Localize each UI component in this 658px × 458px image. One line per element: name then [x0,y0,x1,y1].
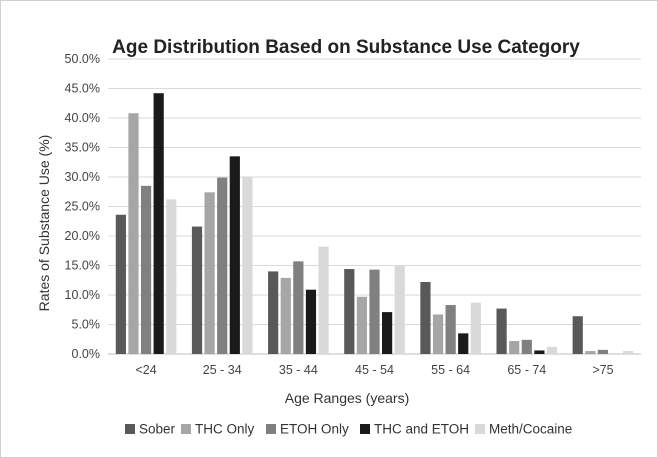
bar [470,302,481,354]
legend-swatch [360,424,370,434]
legend-label: THC Only [195,422,255,437]
bar [509,341,520,354]
bar [191,226,203,354]
bar [128,113,139,354]
legend-label: THC and ETOH [374,422,469,437]
bar [521,339,532,354]
y-tick-label: 35.0% [65,141,100,155]
x-axis-ticks: <24 25 - 34 35 - 44 45 - 54 55 - 64 65 - 74 >7… [135,363,613,377]
bar [496,308,507,354]
bar [356,296,367,354]
legend-label: Sober [139,422,176,437]
x-tick-label: 65 - 74 [507,363,546,377]
bars [115,93,634,354]
x-tick-label: 25 - 34 [203,363,242,377]
legend-swatch [266,424,276,434]
bar [458,333,469,354]
legend-label: Meth/Cocaine [489,422,572,437]
x-tick-label: 35 - 44 [279,363,318,377]
bar [572,316,583,354]
bar [432,314,444,354]
x-tick-label: <24 [135,363,156,377]
bar [204,192,215,354]
y-axis-ticks: 0.0% 5.0% 10.0% 15.0% 20.0% 25.0% 30.0% 35.0% 40… [65,52,100,361]
bar [140,185,152,354]
legend-swatch [125,424,135,434]
y-tick-label: 15.0% [65,259,100,273]
bar [382,312,393,354]
bar [293,261,304,354]
y-tick-label: 0.0% [72,347,101,361]
x-axis-label: Age Ranges (years) [285,390,410,406]
chart-title: Age Distribution Based on Substance Use … [112,37,580,58]
legend-swatch [475,424,485,434]
bar [229,156,240,354]
bar [268,271,279,354]
bar [546,346,558,354]
bar [344,269,355,354]
y-tick-label: 5.0% [72,318,101,332]
bar [420,282,431,354]
bar [318,246,329,354]
x-tick-label: 45 - 54 [355,363,394,377]
y-tick-label: 30.0% [65,170,100,184]
x-tick-label: >75 [592,363,613,377]
y-tick-label: 25.0% [65,200,100,214]
bar [369,269,380,354]
bar [166,199,177,354]
bar [597,349,609,354]
bar [394,265,405,354]
bar [153,93,164,354]
y-tick-label: 40.0% [65,111,100,125]
y-tick-label: 10.0% [65,288,100,302]
y-axis-label: Rates of Substance Use (%) [36,135,52,312]
bar [280,277,291,354]
legend-swatch [181,424,191,434]
x-tick-label: 55 - 64 [431,363,470,377]
bar [305,289,317,354]
bar [585,351,596,354]
legend-label: ETOH Only [280,422,349,437]
y-tick-label: 50.0% [65,52,100,66]
bar [242,176,253,354]
legend: Sober THC Only ETOH Only THC and ETOH Meth/C… [125,422,572,437]
bar [217,177,228,354]
bar [115,214,126,354]
bar [445,305,456,354]
bar [534,350,545,354]
y-tick-label: 45.0% [65,82,100,96]
y-tick-label: 20.0% [65,229,100,243]
bar [623,351,634,354]
